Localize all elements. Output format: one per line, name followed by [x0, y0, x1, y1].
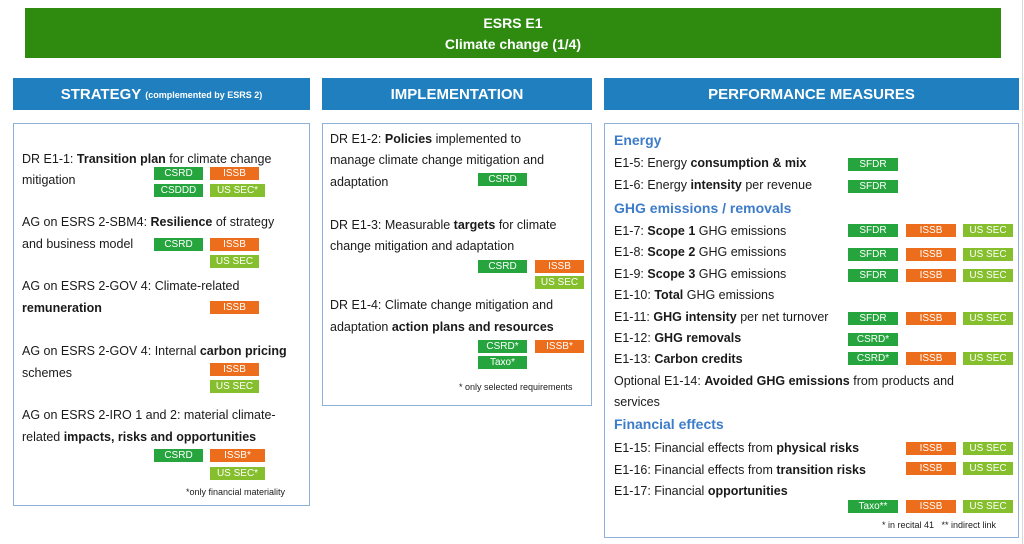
- measure-e1-17: E1-17: Financial opportunities: [614, 484, 788, 498]
- tag-ussec-star: US SEC*: [210, 184, 265, 197]
- tag-issb-star: ISSB*: [535, 340, 584, 353]
- title-banner: ESRS E1 Climate change (1/4): [25, 8, 1001, 58]
- performance-header: PERFORMANCE MEASURES: [604, 78, 1019, 110]
- tag-ussec: US SEC: [963, 352, 1013, 365]
- implementation-panel: DR E1-2: Policies implemented to manage …: [322, 123, 592, 406]
- tag-csrd: CSRD: [154, 238, 203, 251]
- measure-e1-15: E1-15: Financial effects from physical r…: [614, 441, 860, 455]
- tag-issb-star: ISSB*: [210, 449, 265, 462]
- tag-ussec: US SEC: [963, 248, 1013, 261]
- strategy-header: STRATEGY (complemented by ESRS 2): [13, 78, 310, 110]
- performance-panel: Energy E1-5: Energy consumption & mix SF…: [604, 123, 1019, 538]
- strategy-item-carbon-pricing: AG on ESRS 2-GOV 4: Internal carbon pric…: [22, 344, 287, 358]
- tag-csrd-star: CSRD*: [848, 333, 898, 346]
- tag-issb: ISSB: [906, 248, 956, 261]
- tag-issb: ISSB: [906, 224, 956, 237]
- tag-sfdr: SFDR: [848, 269, 898, 282]
- tag-csddd: CSDDD: [154, 184, 203, 197]
- tag-ussec: US SEC: [210, 380, 259, 393]
- title-line-1: ESRS E1: [483, 15, 543, 31]
- tag-issb: ISSB: [535, 260, 584, 273]
- measure-e1-16: E1-16: Financial effects from transition…: [614, 463, 866, 477]
- implementation-header-label: IMPLEMENTATION: [390, 85, 524, 103]
- strategy-item-resilience: AG on ESRS 2-SBM4: Resilience of strateg…: [22, 215, 275, 229]
- tag-csrd-star: CSRD*: [848, 352, 898, 365]
- implementation-item-targets-l2: change mitigation and adaptation: [330, 239, 515, 253]
- measure-e1-6: E1-6: Energy intensity per revenue: [614, 178, 813, 192]
- category-ghg: GHG emissions / removals: [614, 200, 792, 216]
- measure-e1-8: E1-8: Scope 2 GHG emissions: [614, 245, 787, 259]
- strategy-item-transition-plan: DR E1-1: Transition plan for climate cha…: [22, 152, 272, 166]
- implementation-item-policies: DR E1-2: Policies implemented to: [330, 132, 522, 146]
- strategy-item-carbon-pricing-l2: schemes: [22, 366, 73, 380]
- implementation-footnote: * only selected requirements: [459, 382, 573, 392]
- strategy-footnote: *only financial materiality: [186, 487, 286, 497]
- tag-sfdr: SFDR: [848, 180, 898, 193]
- strategy-item-resilience-l2: and business model: [22, 237, 134, 251]
- measure-e1-10: E1-10: Total GHG emissions: [614, 288, 775, 302]
- measure-e1-11: E1-11: GHG intensity per net turnover: [614, 310, 829, 324]
- right-edge-divider: [1022, 0, 1023, 544]
- strategy-header-sub: (complemented by ESRS 2): [145, 90, 263, 100]
- tag-issb: ISSB: [210, 363, 259, 376]
- performance-footnote: * in recital 41 ** indirect link: [882, 520, 997, 530]
- tag-ussec: US SEC: [963, 224, 1013, 237]
- performance-header-label: PERFORMANCE MEASURES: [708, 85, 915, 103]
- measure-e1-7: E1-7: Scope 1 GHG emissions: [614, 224, 787, 238]
- strategy-item-remuneration: AG on ESRS 2-GOV 4: Climate-related: [22, 279, 240, 293]
- tag-issb: ISSB: [906, 269, 956, 282]
- tag-csrd: CSRD: [154, 167, 203, 180]
- tag-issb: ISSB: [906, 500, 956, 513]
- title-line-2: Climate change (1/4): [444, 36, 582, 52]
- tag-ussec: US SEC: [963, 462, 1013, 475]
- tag-taxo-double-star: Taxo**: [848, 500, 898, 513]
- measure-e1-5: E1-5: Energy consumption & mix: [614, 156, 807, 170]
- tag-issb: ISSB: [906, 312, 956, 325]
- tag-sfdr: SFDR: [848, 224, 898, 237]
- implementation-header: IMPLEMENTATION: [322, 78, 592, 110]
- tag-taxo-star: Taxo*: [478, 356, 527, 369]
- strategy-header-label: STRATEGY: [60, 85, 142, 103]
- tag-csrd: CSRD: [478, 260, 527, 273]
- strategy-item-iro: AG on ESRS 2-IRO 1 and 2: material clima…: [22, 408, 276, 422]
- tag-ussec: US SEC: [963, 312, 1013, 325]
- tag-ussec: US SEC: [210, 255, 259, 268]
- tag-sfdr: SFDR: [848, 248, 898, 261]
- measure-e1-13: E1-13: Carbon credits: [614, 352, 743, 366]
- implementation-item-targets: DR E1-3: Measurable targets for climate: [330, 218, 557, 232]
- measure-e1-14: Optional E1-14: Avoided GHG emissions fr…: [614, 374, 954, 388]
- strategy-item-transition-plan-l2: mitigation: [22, 173, 76, 187]
- category-energy: Energy: [614, 132, 662, 148]
- implementation-item-policies-l2: manage climate change mitigation and: [330, 153, 545, 167]
- implementation-item-policies-l3: adaptation: [330, 175, 389, 189]
- strategy-item-remuneration-l2: remuneration: [22, 301, 102, 315]
- tag-issb: ISSB: [210, 238, 259, 251]
- tag-issb: ISSB: [906, 442, 956, 455]
- tag-ussec: US SEC: [963, 269, 1013, 282]
- measure-e1-12: E1-12: GHG removals: [614, 331, 742, 345]
- tag-issb: ISSB: [906, 462, 956, 475]
- implementation-item-action-plans-l2: adaptation action plans and resources: [330, 320, 554, 334]
- category-financial-effects: Financial effects: [614, 416, 724, 432]
- implementation-item-action-plans: DR E1-4: Climate change mitigation and: [330, 298, 554, 312]
- tag-csrd: CSRD: [478, 173, 527, 186]
- tag-issb: ISSB: [210, 167, 259, 180]
- tag-csrd-star: CSRD*: [478, 340, 527, 353]
- tag-ussec: US SEC: [963, 442, 1013, 455]
- strategy-item-iro-l2: related impacts, risks and opportunities: [22, 430, 257, 444]
- tag-issb: ISSB: [906, 352, 956, 365]
- measure-e1-14-l2: services: [614, 395, 660, 409]
- tag-sfdr: SFDR: [848, 158, 898, 171]
- tag-ussec: US SEC: [963, 500, 1013, 513]
- measure-e1-9: E1-9: Scope 3 GHG emissions: [614, 267, 787, 281]
- strategy-panel: DR E1-1: Transition plan for climate cha…: [13, 123, 310, 506]
- tag-csrd: CSRD: [154, 449, 203, 462]
- tag-ussec: US SEC: [535, 276, 584, 289]
- tag-sfdr: SFDR: [848, 312, 898, 325]
- tag-issb: ISSB: [210, 301, 259, 314]
- tag-ussec-star: US SEC*: [210, 467, 265, 480]
